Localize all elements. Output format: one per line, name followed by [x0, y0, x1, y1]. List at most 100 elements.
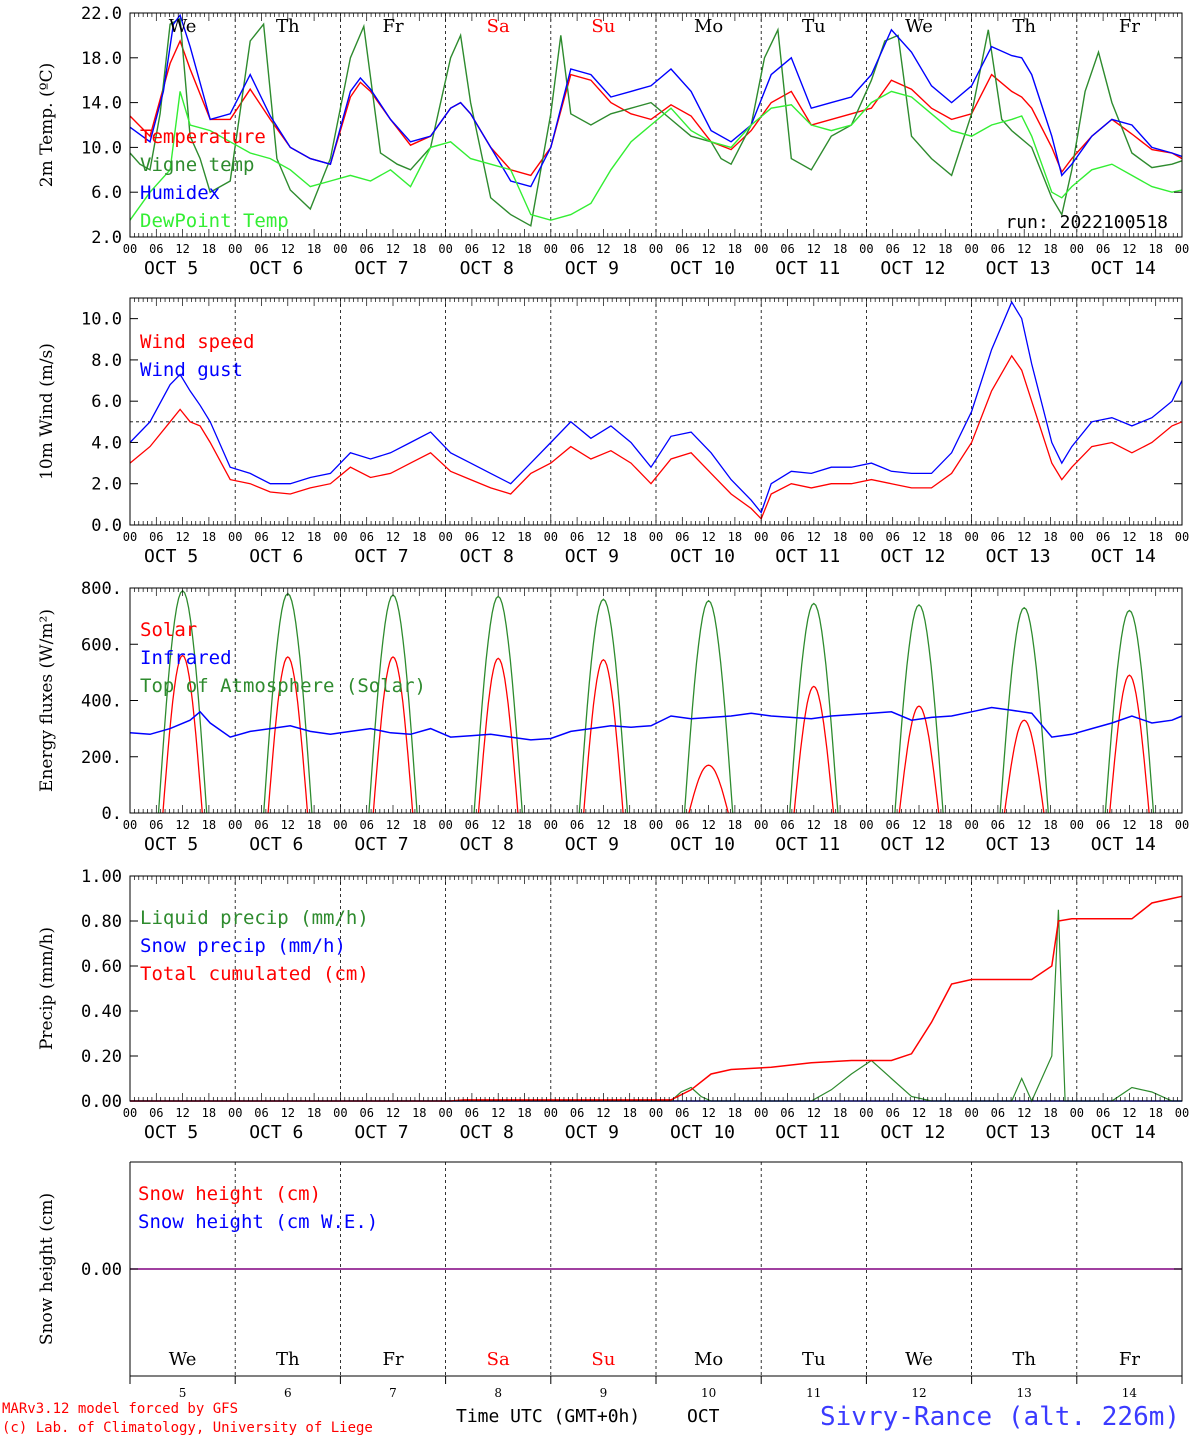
- day-of-week-label: Th: [276, 1349, 300, 1370]
- legend-entry: DewPoint Temp: [140, 210, 289, 232]
- hour-tick-label: 00: [438, 1106, 452, 1120]
- legend-entry: Wind speed: [140, 331, 254, 353]
- hour-tick-label: 12: [1122, 818, 1136, 832]
- hour-tick-label: 12: [386, 242, 400, 256]
- hour-tick-label: 12: [491, 818, 505, 832]
- hour-tick-label: 18: [307, 242, 321, 256]
- series-line-dewpoint-temp: [129, 90, 1183, 221]
- hour-tick-label: 00: [1070, 242, 1084, 256]
- hour-tick-label: 18: [517, 818, 531, 832]
- y-tick-label: 400.: [81, 692, 122, 712]
- y-axis-title: 10m Wind (m/s): [37, 343, 57, 480]
- day-of-week-label: Sa: [487, 16, 510, 37]
- hour-tick-label: 06: [254, 818, 268, 832]
- hour-tick-label: 18: [517, 1106, 531, 1120]
- hour-tick-label: 12: [807, 242, 821, 256]
- hour-tick-label: 06: [885, 530, 899, 544]
- hour-tick-label: 12: [596, 1106, 610, 1120]
- hour-tick-label: 06: [149, 530, 163, 544]
- hour-tick-label: 00: [228, 1106, 242, 1120]
- hour-tick-label: 06: [149, 242, 163, 256]
- hour-tick-label: 12: [912, 242, 926, 256]
- date-label: OCT 12: [880, 834, 945, 855]
- hour-tick-label: 12: [281, 1106, 295, 1120]
- hour-tick-label: 00: [964, 242, 978, 256]
- hour-tick-label: 06: [885, 818, 899, 832]
- day-of-week-label: Su: [591, 16, 615, 37]
- hour-tick-label: 06: [991, 818, 1005, 832]
- hour-tick-label: 12: [281, 818, 295, 832]
- hour-tick-label: 12: [175, 1106, 189, 1120]
- hour-tick-label: 18: [833, 242, 847, 256]
- hour-tick-label: 00: [964, 530, 978, 544]
- hour-tick-label: 00: [123, 242, 137, 256]
- hour-tick-label: 18: [517, 242, 531, 256]
- hour-tick-label: 18: [202, 242, 216, 256]
- date-label: OCT 10: [670, 1122, 735, 1143]
- y-tick-label: 0.60: [81, 957, 122, 977]
- date-label: OCT 12: [880, 258, 945, 279]
- day-number-label: 13: [1017, 1386, 1032, 1400]
- hour-tick-label: 18: [307, 1106, 321, 1120]
- hour-tick-label: 18: [412, 1106, 426, 1120]
- hour-tick-label: 12: [701, 818, 715, 832]
- hour-tick-label: 12: [175, 818, 189, 832]
- y-tick-label: 0.80: [81, 912, 122, 932]
- date-label: OCT 11: [775, 258, 840, 279]
- legend-entry: Snow precip (mm/h): [140, 935, 346, 957]
- hour-tick-label: 06: [359, 530, 373, 544]
- hour-tick-label: 12: [912, 530, 926, 544]
- date-label: OCT 14: [1091, 834, 1156, 855]
- series-line-vigne-temp: [129, 17, 1183, 227]
- hour-tick-label: 18: [412, 242, 426, 256]
- day-number-label: 5: [179, 1386, 187, 1400]
- hour-tick-label: 18: [202, 530, 216, 544]
- hour-tick-label: 00: [754, 242, 768, 256]
- date-label: OCT 6: [249, 834, 303, 855]
- hour-tick-label: 00: [649, 1106, 663, 1120]
- day-number-label: 10: [701, 1386, 716, 1400]
- y-tick-label: 0.: [102, 804, 122, 824]
- hour-tick-label: 12: [807, 1106, 821, 1120]
- hour-tick-label: 12: [807, 818, 821, 832]
- day-of-week-label: Mo: [694, 1349, 723, 1370]
- hour-tick-label: 00: [228, 818, 242, 832]
- lab-credit: (c) Lab. of Climatology, University of L…: [2, 1420, 373, 1436]
- hour-tick-label: 00: [333, 1106, 347, 1120]
- hour-tick-label: 06: [465, 1106, 479, 1120]
- day-of-week-label: Su: [591, 1349, 615, 1370]
- hour-tick-label: 18: [728, 1106, 742, 1120]
- hour-tick-label: 06: [1096, 1106, 1110, 1120]
- date-label: OCT 6: [249, 546, 303, 567]
- hour-tick-label: 06: [675, 530, 689, 544]
- y-tick-label: 0.0: [91, 516, 122, 536]
- hour-tick-label: 00: [544, 530, 558, 544]
- hour-tick-label: 18: [622, 818, 636, 832]
- y-tick-label: 6.0: [91, 183, 122, 203]
- hour-tick-label: 06: [359, 818, 373, 832]
- hour-tick-label: 00: [544, 1106, 558, 1120]
- hour-tick-label: 06: [885, 1106, 899, 1120]
- hour-tick-label: 06: [675, 818, 689, 832]
- hour-tick-label: 18: [1043, 530, 1057, 544]
- hour-tick-label: 18: [202, 818, 216, 832]
- hour-tick-label: 06: [675, 242, 689, 256]
- month-label: OCT: [687, 1406, 720, 1427]
- hour-tick-label: 00: [649, 242, 663, 256]
- hour-tick-label: 06: [254, 1106, 268, 1120]
- hour-tick-label: 00: [333, 242, 347, 256]
- date-label: OCT 13: [986, 834, 1051, 855]
- y-tick-label: 200.: [81, 748, 122, 768]
- hour-tick-label: 12: [491, 530, 505, 544]
- hour-tick-label: 18: [938, 242, 952, 256]
- hour-tick-label: 12: [281, 530, 295, 544]
- date-label: OCT 8: [460, 258, 514, 279]
- legend-entry: Total cumulated (cm): [140, 963, 369, 985]
- hour-tick-label: 00: [649, 818, 663, 832]
- hour-tick-label: 06: [1096, 818, 1110, 832]
- date-label: OCT 8: [460, 1122, 514, 1143]
- series-line-infrared: [129, 706, 1183, 741]
- hour-tick-label: 00: [964, 818, 978, 832]
- hour-tick-label: 12: [1122, 242, 1136, 256]
- legend-entry: Solar: [140, 619, 197, 641]
